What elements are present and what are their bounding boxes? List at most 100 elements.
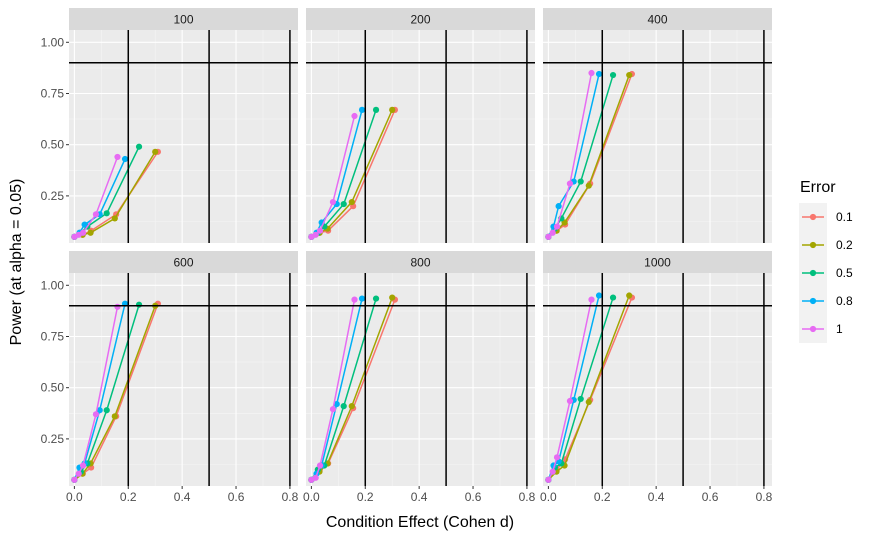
x-axis-title: Condition Effect (Cohen d) <box>326 514 514 531</box>
legend-title: Error <box>800 179 836 196</box>
legend-key-point <box>809 325 817 333</box>
x-tick-label: 0.2 <box>357 490 374 504</box>
data-point-error-1 <box>553 223 561 230</box>
data-point-error-0-5 <box>577 395 584 403</box>
data-point-error-0-8 <box>81 221 88 228</box>
facet-strip-label: 200 <box>410 13 430 27</box>
legend-item-error-1: 1 <box>799 315 843 343</box>
y-tick-label: 0.75 <box>41 329 65 343</box>
data-point-error-0-2 <box>111 413 118 420</box>
panel-background <box>306 30 535 243</box>
legend-item-error-0-2: 0.2 <box>799 231 853 259</box>
data-point-error-0-5 <box>609 71 617 79</box>
y-tick-label: 0.50 <box>41 381 65 395</box>
facet-strip-100 <box>69 8 298 30</box>
data-point-error-1 <box>79 462 87 469</box>
y-tick-label: 0.25 <box>41 189 65 203</box>
legend-key-point <box>809 269 817 277</box>
x-tick-label: 0.4 <box>411 490 428 504</box>
data-point-error-1 <box>92 211 100 218</box>
panel-background <box>543 273 772 486</box>
data-point-error-1 <box>329 198 337 206</box>
y-tick-label: 0.50 <box>41 138 65 152</box>
data-point-error-1 <box>351 296 358 303</box>
legend-item-error-0-1: 0.1 <box>799 203 853 231</box>
data-point-error-0-8 <box>595 292 603 299</box>
legend-key-point <box>809 213 817 221</box>
legend-key-point <box>809 241 817 249</box>
facet-panel-800: 800 0.0 0.2 0.4 0.6 0.8 <box>303 251 536 504</box>
data-point-error-1 <box>566 180 574 187</box>
data-point-error-1 <box>316 462 324 469</box>
data-point-error-1 <box>79 229 87 236</box>
facet-panels: 100 0.25 0.50 0.75 1.00 200 400 600 0.25 0.50 0.75… <box>41 8 773 504</box>
data-point-error-0-5 <box>372 106 380 113</box>
legend-label: 1 <box>836 322 843 336</box>
legend-items: 0.1 0.2 0.5 0.8 1 <box>799 203 853 343</box>
facet-strip-600 <box>69 251 298 273</box>
x-tick-label: 0.0 <box>66 490 83 504</box>
data-point-error-0-2 <box>348 403 355 410</box>
data-point-error-0-5 <box>103 407 110 414</box>
facet-strip-1000 <box>543 251 772 273</box>
data-point-error-1 <box>114 303 121 310</box>
legend-label: 0.8 <box>836 294 853 308</box>
data-point-error-1 <box>549 229 556 236</box>
legend-label: 0.1 <box>836 210 853 224</box>
data-point-error-1 <box>588 296 595 303</box>
x-tick-label: 0.2 <box>594 490 611 504</box>
legend-item-error-0-8: 0.8 <box>799 287 853 315</box>
data-point-error-0-5 <box>340 200 347 208</box>
facet-panel-200: 200 <box>306 8 535 243</box>
legend-key-point <box>809 297 817 305</box>
data-point-error-0-8 <box>358 295 366 302</box>
data-point-error-1 <box>312 231 319 238</box>
data-point-error-1 <box>545 476 552 483</box>
x-tick-label: 0.8 <box>519 490 536 504</box>
data-point-error-1 <box>588 69 595 77</box>
facet-panel-600: 600 0.25 0.50 0.75 1.00 0.0 0.2 0.4 0.6 0.8 <box>41 251 299 504</box>
data-point-error-1 <box>549 468 556 475</box>
x-tick-label: 0.4 <box>648 490 665 504</box>
data-point-error-0-5 <box>372 295 380 302</box>
data-point-error-0-5 <box>609 294 617 301</box>
data-point-error-0-2 <box>87 229 94 236</box>
x-tick-label: 0.6 <box>228 490 245 504</box>
data-point-error-1 <box>114 153 121 161</box>
data-point-error-0-2 <box>111 215 118 222</box>
data-point-error-0-2 <box>626 292 633 299</box>
y-tick-label: 1.00 <box>41 278 65 292</box>
x-tick-label: 0.6 <box>465 490 482 504</box>
data-point-error-1 <box>312 474 319 481</box>
facet-strip-400 <box>543 8 772 30</box>
panel-background <box>543 30 772 243</box>
data-point-error-0-5 <box>135 143 143 150</box>
data-point-error-0-2 <box>152 148 159 155</box>
facet-strip-label: 600 <box>173 256 193 270</box>
facet-strip-label: 1000 <box>644 256 671 270</box>
y-tick-label: 0.25 <box>41 432 65 446</box>
x-tick-label: 0.4 <box>174 490 191 504</box>
data-point-error-0-8 <box>555 203 562 210</box>
facet-panel-400: 400 <box>543 8 772 243</box>
data-point-error-0-2 <box>348 198 355 206</box>
data-point-error-0-8 <box>96 407 103 414</box>
panel-background <box>69 30 298 243</box>
x-tick-label: 0.0 <box>540 490 557 504</box>
data-point-error-0-8 <box>333 400 340 408</box>
legend-item-error-0-5: 0.5 <box>799 259 853 287</box>
data-point-error-0-8 <box>358 106 366 113</box>
x-tick-label: 0.6 <box>702 490 719 504</box>
data-point-error-0-8 <box>121 155 129 163</box>
facet-panel-1000: 1000 0.0 0.2 0.4 0.6 0.8 <box>540 251 773 504</box>
data-point-error-0-2 <box>626 71 633 79</box>
data-point-error-0-5 <box>340 403 347 410</box>
data-point-error-1 <box>566 397 574 405</box>
facet-strip-label: 100 <box>173 13 193 27</box>
data-point-error-1 <box>92 411 100 418</box>
x-tick-label: 0.0 <box>303 490 320 504</box>
data-point-error-1 <box>71 476 78 483</box>
legend-label: 0.5 <box>836 266 853 280</box>
facet-strip-label: 400 <box>647 13 667 27</box>
